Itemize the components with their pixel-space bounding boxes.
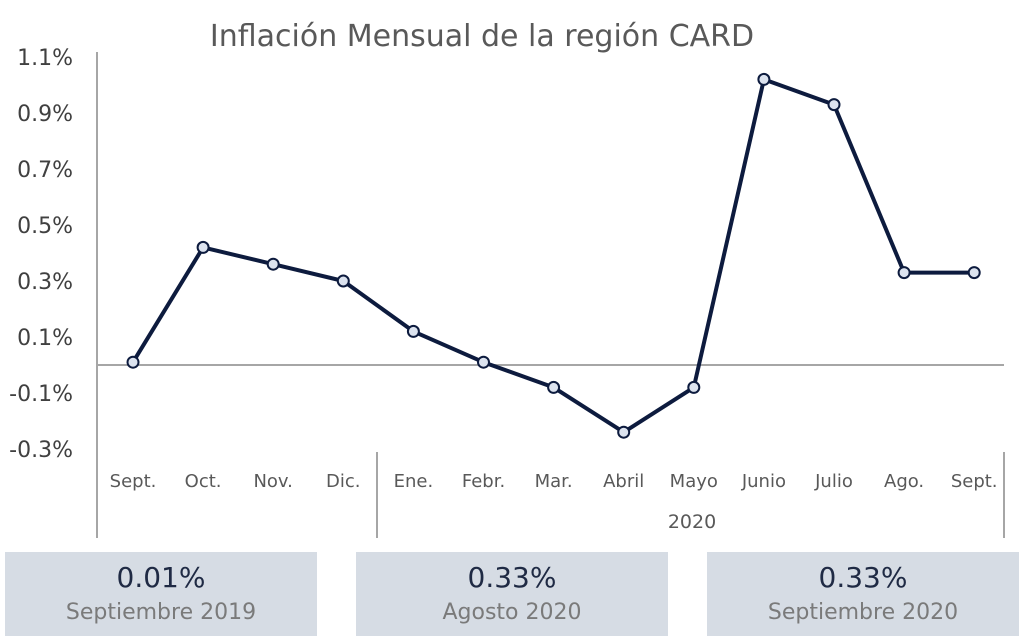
card-value: 0.01% [116,561,206,594]
card-value: 0.33% [818,561,908,594]
inflation-chart: Inflación Mensual de la región CARD 1.1%… [9,19,1005,538]
data-point [617,425,631,439]
x-tick-label: Febr. [462,471,505,492]
summary-card-sept-2019: 0.01% Septiembre 2019 [5,552,317,636]
card-value: 0.33% [467,561,557,594]
summary-card-sept-2020: 0.33% Septiembre 2020 [707,552,1019,636]
data-point [757,72,771,86]
data-point [266,257,280,271]
data-point [406,324,420,338]
y-tick-label: 0.7% [17,158,73,183]
y-tick-label: -0.3% [9,438,73,463]
card-label: Septiembre 2019 [65,600,257,625]
summary-card-ago-2020: 0.33% Agosto 2020 [356,552,668,636]
x-tick-label: Sept. [110,471,157,492]
y-tick-label: 0.9% [17,102,73,127]
x-tick-label: Oct. [185,471,222,492]
y-tick-label: 1.1% [17,46,73,71]
x-tick-label: Ene. [394,471,434,492]
x-tick-label: Ago. [884,471,924,492]
x-tick-label: Abril [603,471,644,492]
y-tick-label: 0.3% [17,270,73,295]
y-tick-label: 0.1% [17,326,73,351]
data-point [687,380,701,394]
x-tick-label: Mayo [670,471,718,492]
x-tick-label: Junio [741,471,786,492]
x-tick-label: Dic. [326,471,360,492]
data-point [336,274,350,288]
x-tick-label: Sept. [951,471,998,492]
data-point [547,380,561,394]
data-point [897,266,911,280]
x-tick-label: Mar. [535,471,573,492]
card-label: Agosto 2020 [442,600,582,625]
x-axis: Sept. Oct. Nov. Dic. Ene. Febr. Mar. Abril Mayo J… [96,364,1005,538]
data-point [126,355,140,369]
series-line [131,77,975,435]
y-tick-label: 0.5% [17,214,73,239]
card-label: Septiembre 2020 [767,600,959,625]
data-point [196,240,210,254]
data-point [477,355,490,369]
x-tick-label: Nov. [253,471,292,492]
x-tick-label: Julio [814,471,853,492]
data-point [827,98,841,112]
summary-cards: 0.01% Septiembre 2019 0.33% Agosto 2020 … [0,552,1024,640]
series-layer [126,72,981,439]
y-tick-label: -0.1% [9,382,73,407]
x-group-label: 2020 [668,511,716,533]
y-axis: 1.1% 0.9% 0.7% 0.5% 0.3% 0.1% -0.1% -0.3% [9,46,98,463]
data-point [967,266,981,280]
chart-title: Inflación Mensual de la región CARD [210,19,754,54]
